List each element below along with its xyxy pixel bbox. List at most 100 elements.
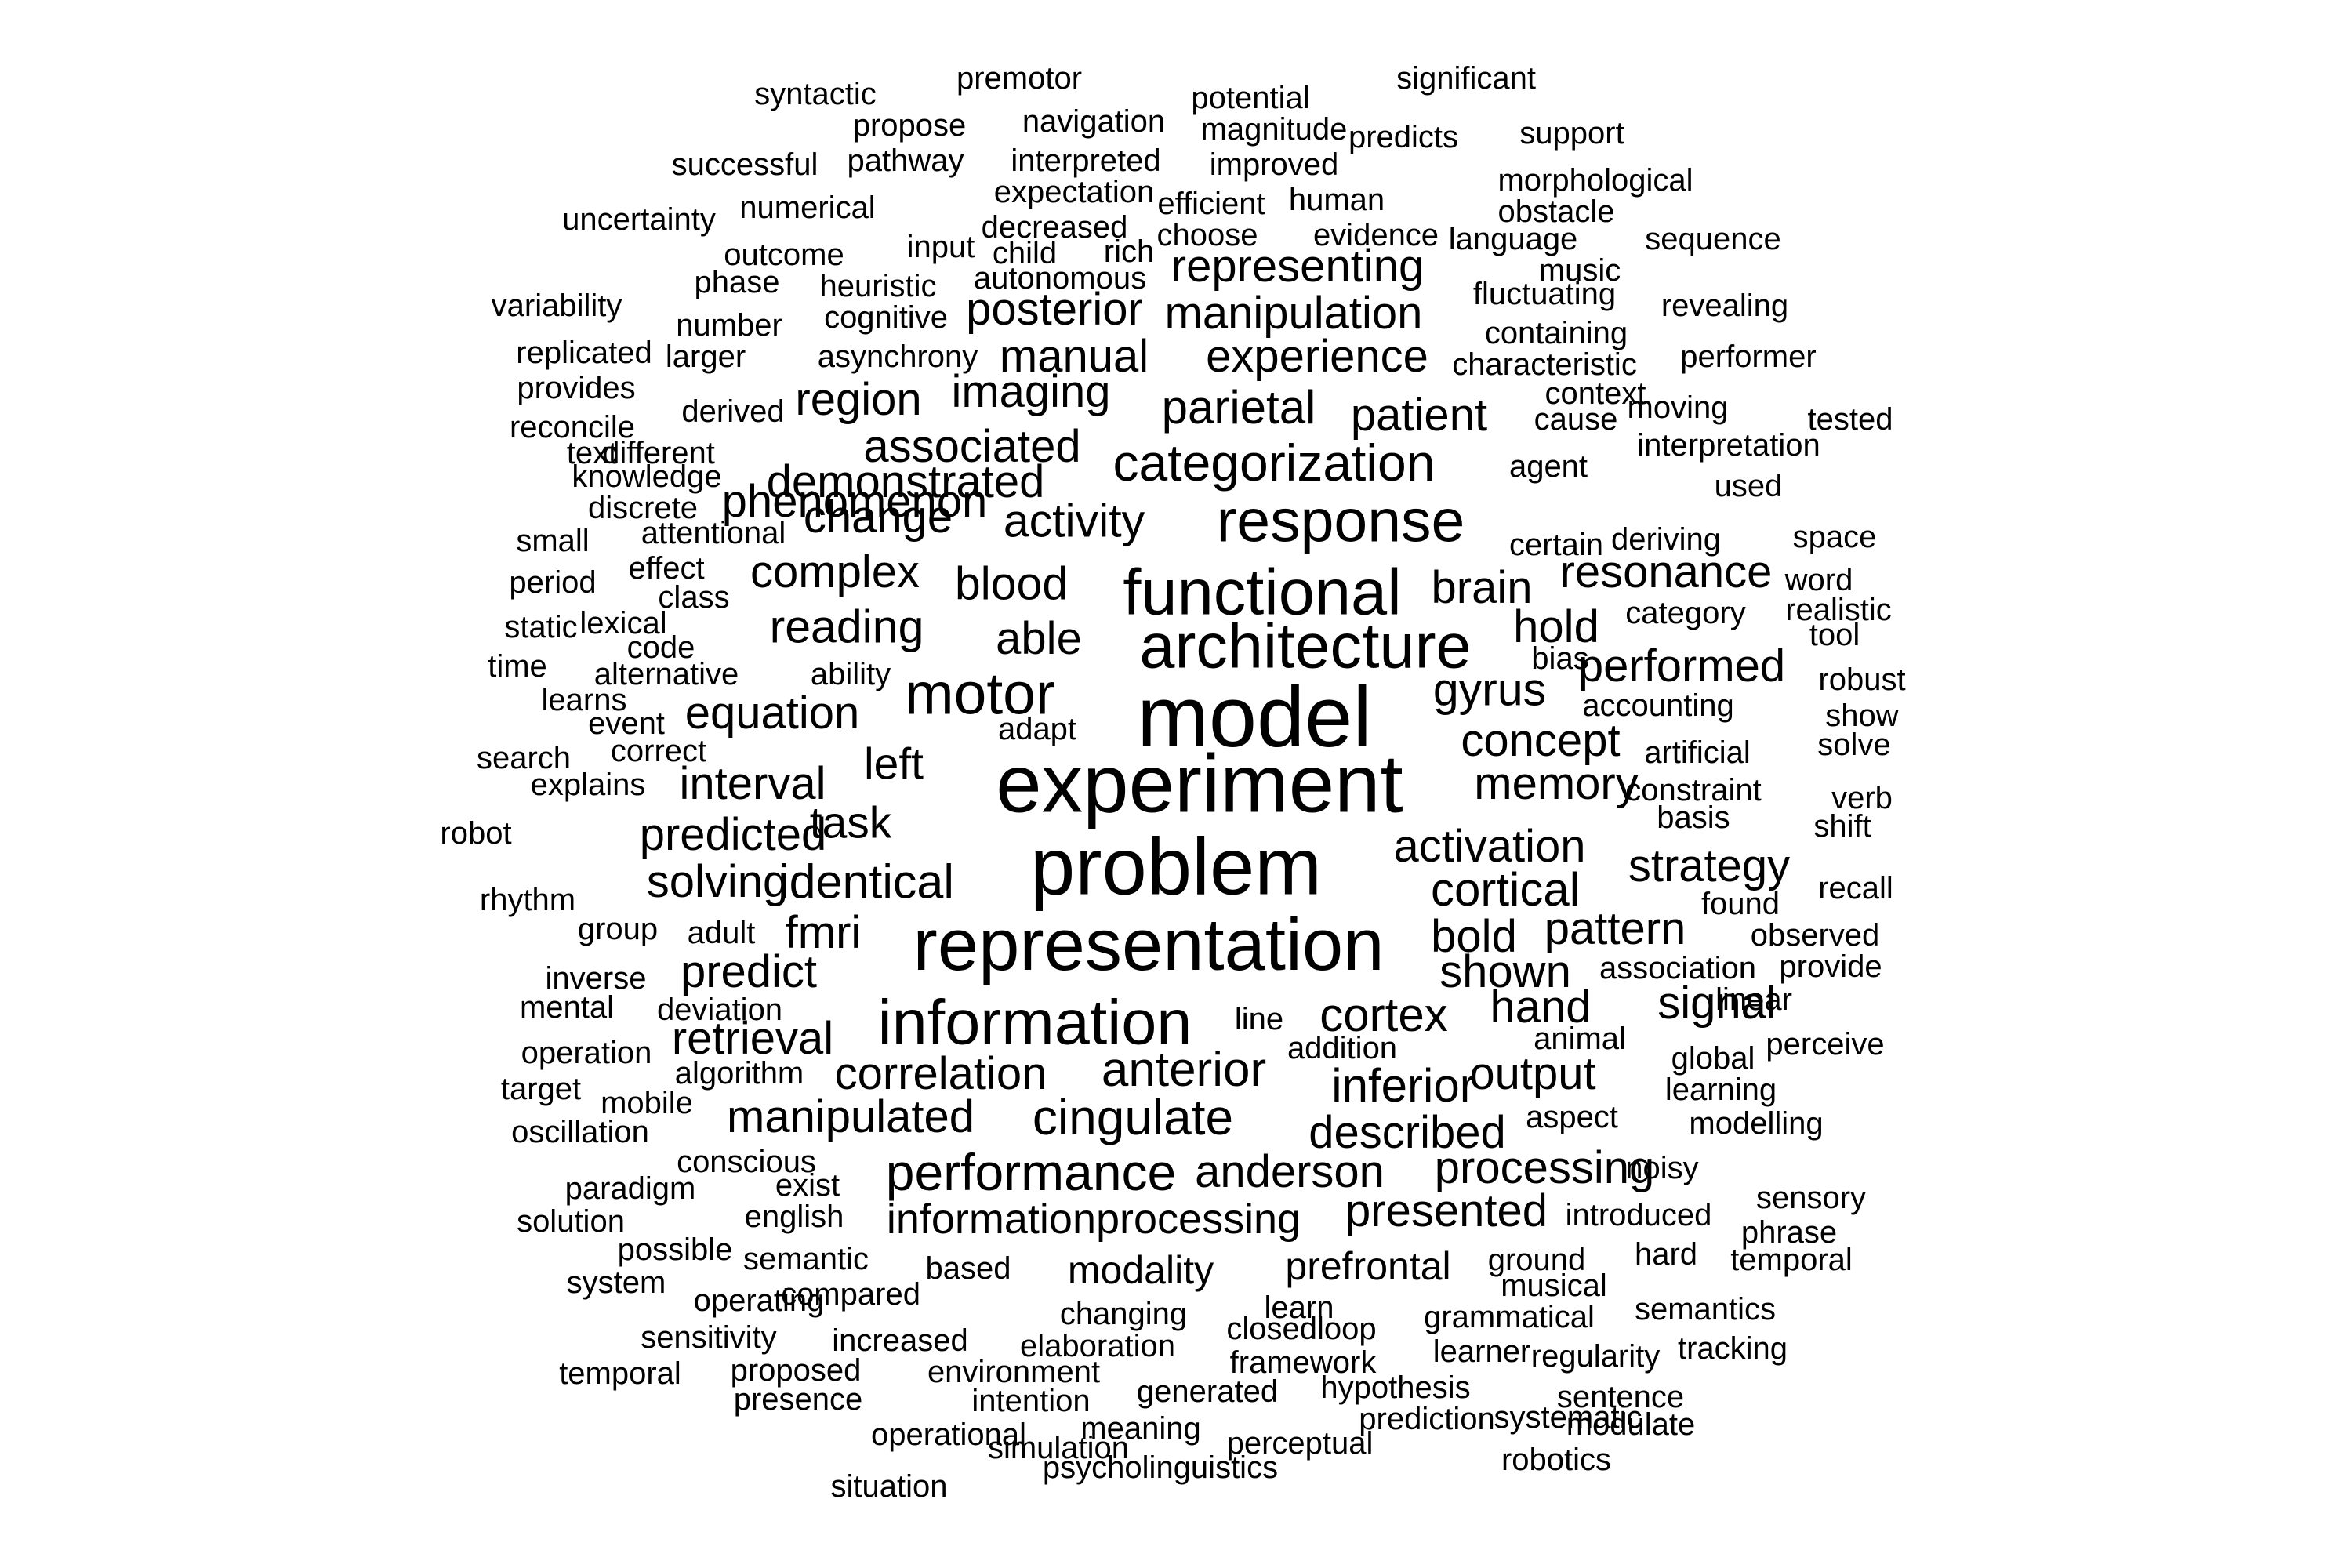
word-based: based — [925, 1251, 1011, 1286]
word-resonance: resonance — [1559, 546, 1773, 597]
word-able: able — [996, 613, 1082, 664]
word-attentional: attentional — [641, 516, 786, 550]
word-information: information — [877, 987, 1192, 1058]
word-morphological: morphological — [1497, 163, 1693, 198]
word-magnitude: magnitude — [1200, 112, 1348, 147]
word-context: context — [1544, 376, 1646, 411]
word-concept: concept — [1461, 715, 1621, 766]
word-operating: operating — [693, 1283, 825, 1318]
word-period: period — [509, 565, 597, 600]
word-search: search — [476, 741, 572, 775]
word-fmri: fmri — [785, 907, 862, 958]
word-semantic: semantic — [742, 1242, 869, 1276]
word-time: time — [488, 649, 547, 684]
word-phase: phase — [694, 265, 780, 299]
word-reading: reading — [769, 601, 924, 653]
word-experience: experience — [1206, 331, 1428, 382]
word-tested: tested — [1807, 402, 1893, 437]
word-human: human — [1288, 183, 1385, 217]
word-complex: complex — [750, 546, 920, 597]
word-deriving: deriving — [1610, 522, 1722, 557]
word-child: child — [992, 236, 1058, 270]
word-word: word — [1784, 563, 1853, 597]
word-framework: framework — [1229, 1345, 1377, 1380]
word-perceive: perceive — [1766, 1027, 1885, 1062]
word-operational: operational — [871, 1417, 1026, 1452]
word-verb: verb — [1831, 781, 1893, 815]
word-task: task — [809, 797, 892, 848]
word-animal: animal — [1534, 1022, 1626, 1056]
word-rhythm: rhythm — [479, 883, 576, 917]
word-identical: identical — [779, 855, 954, 909]
word-operation: operation — [521, 1036, 652, 1070]
word-target: target — [500, 1072, 582, 1106]
word-prefrontal: prefrontal — [1285, 1244, 1451, 1288]
word-syntactic: syntactic — [754, 77, 877, 111]
word-predicts: predicts — [1348, 120, 1459, 154]
word-manipulated: manipulated — [727, 1091, 975, 1142]
word-manual: manual — [999, 331, 1149, 382]
word-found: found — [1700, 887, 1780, 921]
word-region: region — [795, 374, 922, 425]
word-association: association — [1599, 951, 1757, 985]
word-tool: tool — [1809, 618, 1860, 652]
word-modulate: modulate — [1566, 1407, 1696, 1442]
word-small: small — [516, 524, 590, 558]
word-phenomenon: phenomenon — [721, 476, 988, 527]
word-addition: addition — [1287, 1031, 1398, 1065]
word-revealing: revealing — [1661, 289, 1789, 323]
word-functional: functional — [1123, 555, 1402, 629]
word-output: output — [1469, 1048, 1596, 1099]
word-gyrus: gyrus — [1432, 663, 1547, 716]
word-categorization: categorization — [1112, 434, 1436, 492]
word-outcome: outcome — [724, 238, 844, 272]
word-characteristic: characteristic — [1452, 347, 1637, 382]
word-modelling: modelling — [1689, 1106, 1824, 1141]
word-proposed: proposed — [730, 1353, 862, 1388]
word-activation: activation — [1393, 821, 1586, 872]
word-observed: observed — [1750, 918, 1880, 953]
word-larger: larger — [665, 339, 746, 374]
word-interpretation: interpretation — [1637, 428, 1820, 463]
word-hard: hard — [1634, 1237, 1698, 1272]
word-agent: agent — [1508, 449, 1588, 484]
word-elaboration: elaboration — [1020, 1329, 1175, 1363]
word-cortical: cortical — [1430, 863, 1581, 916]
word-generated: generated — [1136, 1374, 1279, 1409]
word-artificial: artificial — [1644, 735, 1751, 770]
word-performance: performance — [885, 1143, 1177, 1201]
word-music: music — [1538, 253, 1621, 288]
word-prediction: prediction — [1359, 1402, 1495, 1436]
word-navigation: navigation — [1022, 104, 1166, 139]
word-adult: adult — [687, 916, 756, 950]
word-explains: explains — [530, 768, 646, 802]
word-sensitivity: sensitivity — [641, 1320, 777, 1355]
word-pattern: pattern — [1544, 903, 1686, 954]
word-mobile: mobile — [601, 1086, 693, 1120]
word-memory: memory — [1474, 758, 1639, 809]
word-space: space — [1792, 520, 1877, 554]
word-performer: performer — [1680, 339, 1817, 374]
word-semantics: semantics — [1634, 1292, 1777, 1327]
word-event: event — [588, 706, 665, 741]
word-language: language — [1448, 222, 1578, 256]
word-text: text — [566, 436, 618, 470]
word-certain: certain — [1508, 528, 1604, 562]
word-psycholinguistics: psycholinguistics — [1042, 1450, 1279, 1485]
word-asynchrony: asynchrony — [817, 339, 978, 374]
word-learns: learns — [541, 683, 627, 717]
word-meaning: meaning — [1080, 1411, 1201, 1446]
word-modality: modality — [1067, 1248, 1214, 1292]
word-experiment: experiment — [996, 738, 1403, 830]
word-choose: choose — [1156, 218, 1258, 252]
word-blood: blood — [954, 557, 1069, 610]
word-tracking: tracking — [1677, 1331, 1788, 1366]
word-robot: robot — [440, 816, 512, 851]
word-temporal: temporal — [1730, 1243, 1853, 1277]
word-adapt: adapt — [997, 712, 1077, 746]
word-predict: predict — [680, 946, 818, 997]
word-basis: basis — [1657, 800, 1730, 835]
word-response: response — [1216, 487, 1465, 555]
word-cognitive: cognitive — [824, 300, 948, 335]
